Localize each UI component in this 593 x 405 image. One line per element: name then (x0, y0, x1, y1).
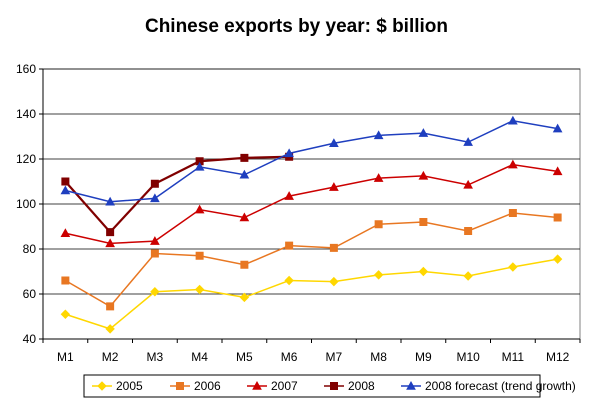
legend-marker-2008 (330, 382, 338, 390)
y-tick-label: 140 (16, 107, 36, 121)
data-point-2005-m4 (194, 284, 205, 295)
x-tick-label-m2: M2 (102, 350, 119, 364)
y-tick-label: 80 (23, 242, 37, 256)
data-point-2008-forecast-trend-growth-m12 (552, 123, 563, 133)
series-line-2007 (65, 163, 558, 245)
data-point-2008-m1 (61, 177, 70, 186)
legend-label-2006: 2006 (194, 379, 221, 393)
legend-label-2008-forecast-trend-growth: 2008 forecast (trend growth) (425, 379, 576, 393)
series-line-2008-forecast-trend-growth (65, 119, 558, 203)
data-point-2008-forecast-trend-growth-m3 (150, 193, 160, 203)
legend-marker-2008-forecast-trend-growth (406, 380, 416, 390)
data-point-2005-m1 (60, 309, 71, 319)
legend-marker-2006 (176, 382, 184, 390)
x-tick-label-m11: M11 (502, 350, 525, 364)
data-point-2006-m4 (195, 251, 204, 260)
series-line-2006 (64, 212, 558, 308)
data-point-2007-m2 (105, 238, 115, 248)
data-point-2006-m11 (508, 209, 517, 217)
legend-label-2005: 2005 (116, 379, 143, 393)
data-point-2005-m5 (239, 292, 250, 303)
data-point-2007-m12 (552, 166, 563, 176)
data-point-2008-forecast-trend-growth-m6 (284, 148, 294, 158)
x-tick-label-m4: M4 (191, 350, 208, 364)
data-point-2006-m12 (553, 213, 562, 222)
data-point-2008-forecast-trend-growth-m4 (194, 161, 205, 171)
data-point-2005-m12 (552, 254, 563, 264)
data-point-2008-forecast-trend-growth-m5 (239, 169, 250, 179)
data-point-2007-m11 (508, 159, 518, 169)
x-tick-label-m6: M6 (281, 350, 298, 364)
data-point-2008-m5 (240, 153, 249, 162)
data-point-2006-m6 (285, 241, 294, 250)
data-point-2006-m2 (106, 302, 115, 311)
data-point-2007-m3 (150, 236, 160, 245)
x-tick-label-m3: M3 (147, 350, 164, 364)
legend-box (83, 374, 541, 398)
data-point-2007-m4 (194, 204, 205, 214)
data-point-2008-forecast-trend-growth-m1 (60, 185, 71, 195)
y-tick-label: 100 (16, 197, 36, 211)
data-point-2007-m10 (463, 179, 473, 189)
x-tick-label-m10: M10 (456, 350, 480, 364)
data-point-2007-m1 (60, 228, 71, 237)
legend-marker-2005 (97, 381, 107, 391)
data-point-2005-m11 (508, 262, 518, 272)
data-point-2005-m8 (373, 270, 384, 280)
data-point-2005-m9 (418, 266, 429, 277)
data-point-2008-m2 (106, 228, 115, 237)
data-point-2007-m5 (239, 212, 250, 222)
data-point-2008-forecast-trend-growth-m2 (105, 196, 115, 206)
data-point-2006-m10 (464, 227, 473, 235)
data-point-2007-m6 (284, 191, 294, 200)
data-point-2008-forecast-trend-growth-m8 (373, 130, 384, 140)
x-tick-label-m7: M7 (326, 350, 343, 364)
series-line-2005 (65, 258, 558, 330)
data-point-2006-m3 (150, 249, 159, 258)
x-tick-label-m5: M5 (236, 350, 253, 364)
data-point-2008-forecast-trend-growth-m10 (463, 137, 473, 146)
y-tick-label: 40 (23, 332, 37, 346)
data-point-2008-forecast-trend-growth-m9 (418, 128, 429, 137)
x-tick-label-m8: M8 (370, 350, 387, 364)
data-point-2006-m9 (419, 218, 428, 226)
data-point-2005-m2 (105, 324, 115, 334)
series-line-2008 (64, 155, 290, 234)
y-tick-label: 160 (16, 62, 36, 76)
x-tick-label-m9: M9 (415, 350, 432, 364)
data-point-2005-m3 (150, 287, 160, 297)
data-point-2007-m7 (329, 182, 339, 191)
data-point-2005-m6 (284, 275, 294, 286)
x-tick-label-m1: M1 (57, 350, 74, 364)
data-point-2008-m3 (150, 179, 159, 188)
data-point-2005-m7 (329, 276, 339, 287)
y-tick-label: 120 (16, 152, 36, 166)
data-point-2007-m9 (418, 170, 429, 180)
x-tick-label-m12: M12 (546, 350, 570, 364)
data-point-2006-m8 (374, 220, 383, 229)
legend-marker-2007 (252, 380, 262, 390)
data-point-2007-m8 (373, 173, 384, 182)
data-point-2008-forecast-trend-growth-m11 (508, 115, 518, 125)
data-point-2006-m7 (329, 243, 338, 252)
legend-label-2008: 2008 (348, 379, 375, 393)
legend-label-2007: 2007 (271, 379, 298, 393)
data-point-2006-m5 (240, 260, 249, 269)
data-point-2006-m1 (61, 276, 70, 285)
y-tick-label: 60 (23, 287, 37, 301)
data-point-2005-m10 (463, 271, 473, 281)
data-point-2008-forecast-trend-growth-m7 (329, 138, 339, 147)
chart-title: Chinese exports by year: $ billion (144, 16, 449, 37)
